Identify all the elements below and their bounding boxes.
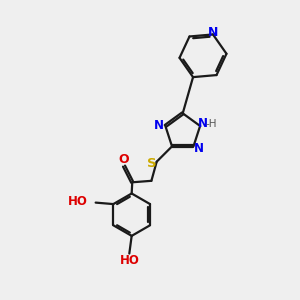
Text: O: O: [118, 153, 129, 166]
Text: -H: -H: [206, 118, 217, 129]
Text: HO: HO: [68, 195, 87, 208]
Text: N: N: [208, 26, 219, 40]
Text: HO: HO: [119, 254, 139, 266]
Text: N: N: [194, 142, 204, 155]
Text: N: N: [197, 117, 208, 130]
Text: S: S: [147, 157, 156, 170]
Text: N: N: [154, 119, 164, 132]
